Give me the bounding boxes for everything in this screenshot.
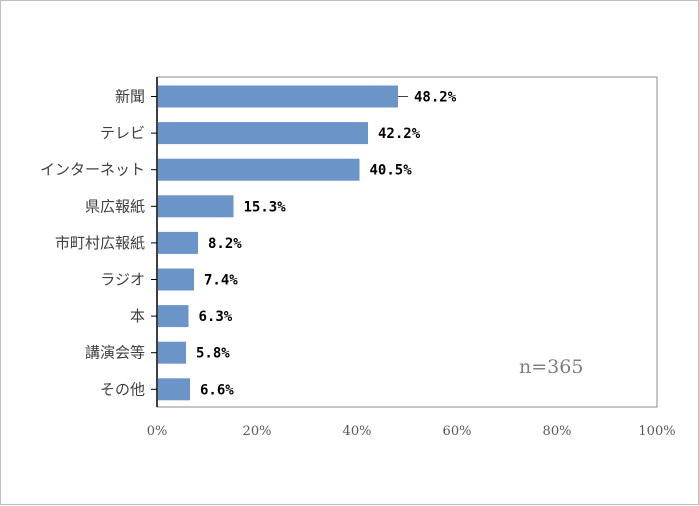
category-label: ラジオ [100, 271, 145, 289]
category-label: 県広報紙 [85, 197, 145, 215]
x-tick-label: 100% [638, 424, 675, 439]
category-label: 本 [130, 307, 145, 325]
bar-0 [158, 85, 398, 108]
category-label: 市町村広報紙 [55, 234, 145, 252]
bar-1 [158, 122, 368, 145]
data-label: 42.2% [378, 126, 421, 142]
data-label: 5.8% [196, 346, 230, 362]
x-tick-label: 80% [543, 424, 572, 439]
data-label: 15.3% [244, 199, 287, 215]
x-tick-label: 20% [243, 424, 272, 439]
bar-5 [158, 268, 194, 291]
category-label: テレビ [100, 124, 145, 142]
bar-6 [158, 305, 189, 328]
x-tick-label: 40% [343, 424, 372, 439]
bar-8 [158, 378, 190, 401]
sample-size-annotation: n=365 [519, 356, 583, 378]
bar-7 [158, 341, 186, 364]
data-label: 7.4% [204, 273, 238, 289]
bar-4 [158, 231, 198, 254]
bar-3 [158, 195, 234, 218]
category-label: 新聞 [115, 88, 145, 106]
data-label: 40.5% [370, 163, 413, 179]
data-label: 8.2% [208, 236, 242, 252]
category-label: インターネット [40, 161, 145, 179]
x-tick-label: 60% [443, 424, 472, 439]
x-tick-label: 0% [147, 424, 168, 439]
category-label: その他 [100, 380, 145, 398]
bar-2 [158, 158, 360, 181]
category-label: 講演会等 [85, 344, 145, 362]
data-label: 6.3% [199, 309, 233, 325]
data-label: 48.2% [414, 90, 457, 106]
data-label: 6.6% [200, 382, 234, 398]
